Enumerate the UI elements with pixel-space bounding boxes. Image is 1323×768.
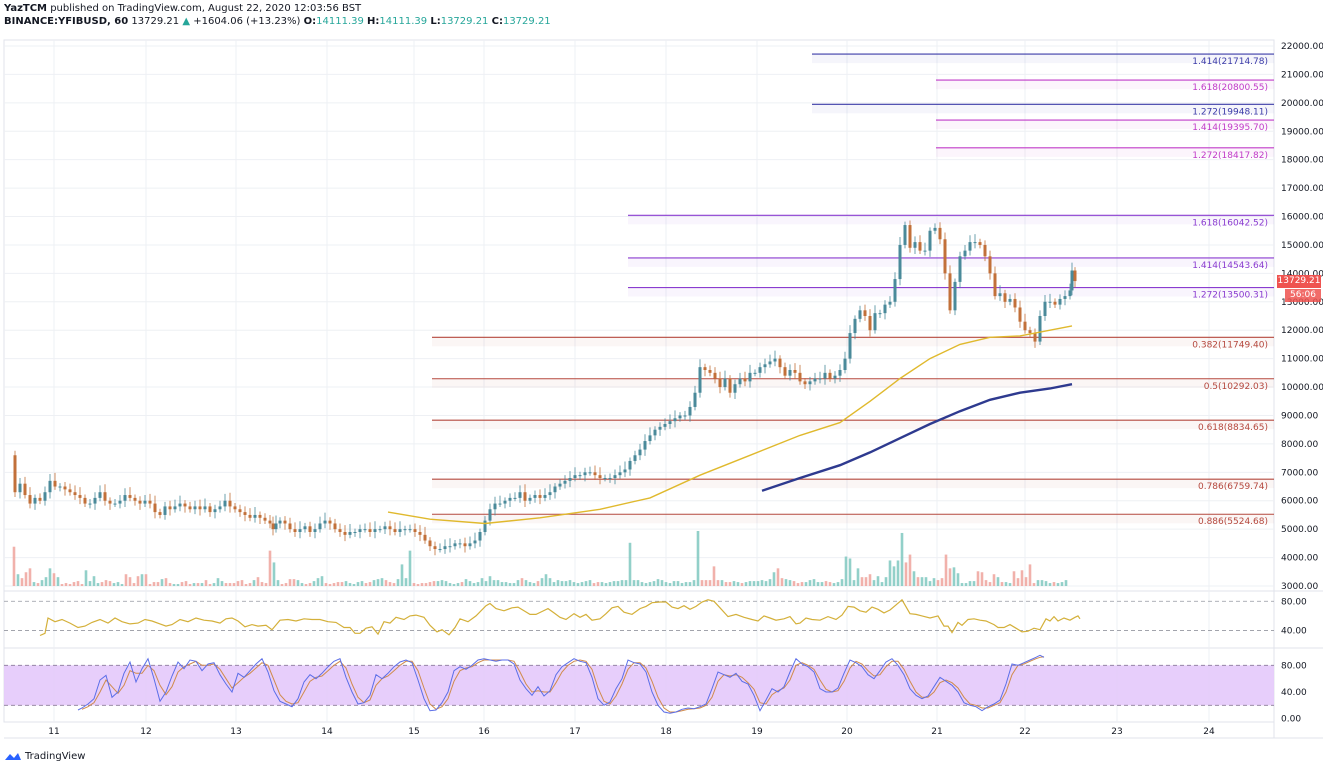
moving-averages: [387, 325, 1073, 525]
svg-text:15000.00: 15000.00: [1281, 241, 1323, 251]
high-label: H:: [367, 16, 380, 27]
svg-text:1.414(21714.78): 1.414(21714.78): [1192, 57, 1268, 67]
svg-text:3000.00: 3000.00: [1281, 582, 1318, 592]
svg-text:1.272(19948.11): 1.272(19948.11): [1192, 107, 1268, 117]
svg-text:21000.00: 21000.00: [1281, 70, 1323, 80]
chart-grid: [3, 39, 1323, 739]
last-price-tag: 13729.21: [1277, 275, 1321, 288]
tradingview-brand: TradingView: [25, 750, 86, 762]
last-price: 13729.21: [131, 16, 180, 27]
svg-text:20: 20: [841, 727, 853, 737]
svg-text:0.5(10292.03): 0.5(10292.03): [1204, 382, 1268, 392]
svg-text:17: 17: [569, 727, 580, 737]
candlesticks: [13, 220, 1077, 556]
svg-text:1.272(18417.82): 1.272(18417.82): [1192, 151, 1268, 161]
svg-text:18000.00: 18000.00: [1281, 156, 1323, 166]
svg-text:40.00: 40.00: [1281, 626, 1307, 636]
svg-text:23: 23: [1111, 727, 1122, 737]
svg-text:15: 15: [408, 727, 419, 737]
svg-text:22: 22: [1019, 727, 1030, 737]
close-value: 13729.21: [502, 16, 551, 27]
low-label: L:: [430, 16, 441, 27]
svg-text:18: 18: [660, 727, 672, 737]
bar-countdown-tag: 56:06: [1285, 289, 1321, 302]
published-text: published on TradingView.com, August 22,…: [50, 3, 362, 14]
svg-text:24: 24: [1203, 727, 1215, 737]
svg-text:20000.00: 20000.00: [1281, 99, 1323, 109]
svg-text:12: 12: [140, 727, 151, 737]
fibonacci-levels[interactable]: 1.414(21714.78) 1.618(20800.55) 1.272(1994…: [432, 53, 1274, 527]
svg-text:14: 14: [321, 727, 333, 737]
svg-text:19000.00: 19000.00: [1281, 127, 1323, 137]
symbol-legend: BINANCE:YFIBUSD, 60 13729.21 ▲ +1604.06 …: [4, 16, 551, 27]
tradingview-cloud-icon: [5, 753, 21, 760]
svg-text:6000.00: 6000.00: [1281, 497, 1318, 507]
rsi-pane: 80.00 40.00: [4, 597, 1307, 636]
close-label: C:: [491, 16, 503, 27]
svg-text:4000.00: 4000.00: [1281, 554, 1318, 564]
high-value: 14111.39: [379, 16, 428, 27]
svg-text:16000.00: 16000.00: [1281, 213, 1323, 223]
tradingview-logo[interactable]: TradingView: [4, 749, 85, 763]
svg-text:8000.00: 8000.00: [1281, 440, 1318, 450]
svg-text:13: 13: [230, 727, 241, 737]
svg-text:5000.00: 5000.00: [1281, 525, 1318, 535]
svg-text:40.00: 40.00: [1281, 688, 1307, 698]
low-value: 13729.21: [440, 16, 489, 27]
svg-text:11000.00: 11000.00: [1281, 355, 1323, 365]
svg-text:9000.00: 9000.00: [1281, 411, 1318, 421]
open-label: O:: [303, 16, 317, 27]
svg-text:13000.00: 13000.00: [1281, 298, 1323, 308]
svg-text:7000.00: 7000.00: [1281, 468, 1318, 478]
change-arrow-icon: ▲: [182, 16, 191, 27]
volume-bars: [12, 531, 1068, 586]
symbol-name[interactable]: BINANCE:YFIBUSD, 60: [4, 16, 129, 27]
publish-info: YazTCM published on TradingView.com, Aug…: [4, 3, 361, 14]
open-value: 14111.39: [316, 16, 364, 27]
svg-text:21: 21: [931, 727, 942, 737]
svg-text:1.414(19395.70): 1.414(19395.70): [1192, 123, 1268, 133]
svg-text:0.886(5524.68): 0.886(5524.68): [1198, 517, 1268, 527]
svg-text:12000.00: 12000.00: [1281, 326, 1323, 336]
svg-text:0.382(11749.40): 0.382(11749.40): [1192, 340, 1268, 350]
svg-text:14000.00: 14000.00: [1281, 269, 1323, 279]
stoch-rsi-pane: 80.00 40.00 0.00: [4, 654, 1307, 725]
svg-text:0.618(8834.65): 0.618(8834.65): [1198, 423, 1268, 433]
svg-text:80.00: 80.00: [1281, 661, 1307, 671]
svg-text:1.618(20800.55): 1.618(20800.55): [1192, 83, 1268, 93]
svg-text:1.414(14543.64): 1.414(14543.64): [1192, 261, 1268, 271]
author-name[interactable]: YazTCM: [4, 3, 48, 14]
svg-text:1.272(13500.31): 1.272(13500.31): [1192, 291, 1268, 301]
svg-text:10000.00: 10000.00: [1281, 383, 1323, 393]
svg-text:0.786(6759.74): 0.786(6759.74): [1198, 482, 1268, 492]
svg-text:22000.00: 22000.00: [1281, 42, 1323, 52]
svg-text:80.00: 80.00: [1281, 597, 1307, 607]
svg-text:11: 11: [48, 727, 59, 737]
svg-text:19: 19: [751, 727, 763, 737]
svg-text:17000.00: 17000.00: [1281, 184, 1323, 194]
svg-text:0.00: 0.00: [1281, 715, 1301, 725]
price-change: +1604.06 (+13.23%): [193, 16, 301, 27]
price-axis[interactable]: 22000.00 21000.00 20000.00 19000.00 18000.00…: [1281, 42, 1323, 592]
svg-text:16: 16: [478, 727, 490, 737]
svg-text:1.618(16042.52): 1.618(16042.52): [1192, 218, 1268, 228]
time-axis[interactable]: 11 12 13 14 15 16 17 18 19 20 21 22 23 24: [48, 727, 1215, 737]
